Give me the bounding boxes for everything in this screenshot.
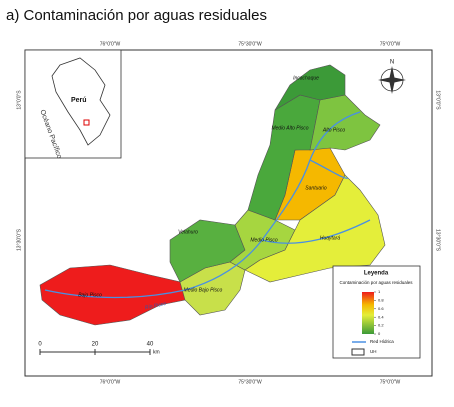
regions (39, 64, 386, 326)
coord-label: 75°30'0"W (238, 379, 262, 385)
inset-marker (83, 119, 90, 126)
legend-tick-label: 0.6 (378, 306, 384, 311)
coord-label: 13°30'0"S (435, 229, 441, 252)
coord-label: 75°0'0"W (380, 379, 401, 385)
legend-tick-label: 0 (378, 331, 381, 336)
region-label: Bajo Pisco (78, 292, 102, 298)
north-label: N (390, 60, 394, 66)
region-label: Medio Pisco (250, 237, 277, 243)
legend-uh-swatch (351, 348, 365, 356)
scale-tick-label: 20 (92, 342, 99, 348)
river-label: Río Pisco (144, 301, 166, 311)
compass-star (378, 66, 406, 94)
legend-item: UH (370, 349, 377, 354)
region-label: Huaytará (320, 235, 341, 241)
region-label: Alto Pisco (322, 127, 345, 133)
inset-peru (51, 57, 111, 146)
legend-item: Red Hídrica (370, 339, 394, 344)
river-network (44, 111, 371, 299)
legend-box (332, 265, 421, 359)
region (274, 64, 346, 111)
legend-tick-label: 0.8 (378, 297, 384, 302)
region (39, 264, 186, 326)
legend-tick-label: 0.2 (378, 323, 384, 328)
region-label: Santuario (305, 185, 327, 191)
scale-unit: km (153, 349, 160, 355)
coord-label: 76°0'0"W (100, 379, 121, 385)
coord-label: 75°0'0"W (380, 41, 401, 47)
inset-country: Perú (71, 97, 87, 104)
title: a) Contaminación por aguas residuales (6, 7, 267, 24)
coord-label: 13°0'0"S (16, 90, 22, 110)
region-label: Medio Alto Pisco (271, 125, 308, 131)
region (309, 94, 381, 151)
scale-tick-label: 0 (38, 342, 42, 348)
legend-tick-label: 0.4 (378, 314, 384, 319)
coord-label: 76°0'0"W (100, 41, 121, 47)
coord-label: 75°30'0"W (238, 41, 262, 47)
region (244, 174, 386, 283)
legend-gradient (362, 292, 374, 334)
legend-tick-label: 1 (378, 289, 381, 294)
coord-label: 13°0'0"S (435, 90, 441, 110)
region-label: Velahuro (178, 229, 198, 235)
legend-subtitle: Contaminación por aguas residuales (339, 280, 413, 285)
coord-label: 13°30'0"S (16, 228, 22, 251)
region-label: Incachaque (293, 75, 319, 81)
region-label: Medio Bajo Pisco (184, 287, 223, 293)
legend-title: Leyenda (364, 271, 389, 277)
scale-tick-label: 40 (147, 342, 154, 348)
